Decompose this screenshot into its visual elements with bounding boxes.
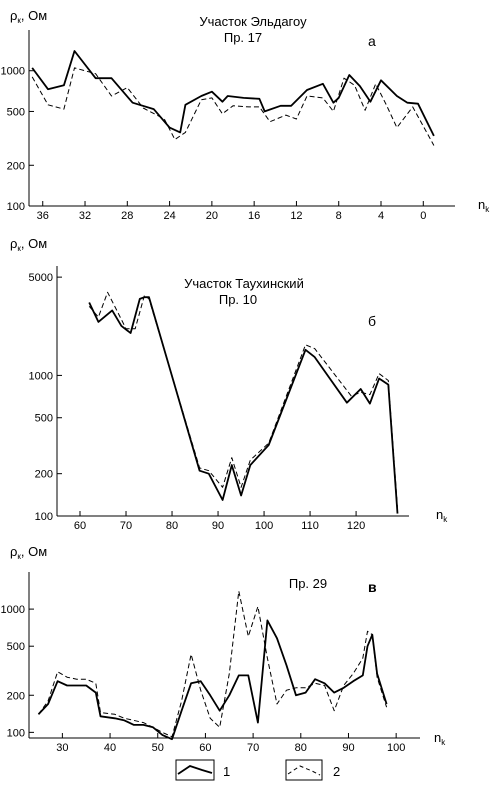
chart-b-x-tick-label: 60 [74,520,86,532]
chart-a: ρк, Ом Участок Эльдагоу Пр. 17 а nk 100 2… [1,8,491,222]
chart-b-title-line2: Пр. 10 [219,292,257,307]
chart-a-title-line2: Пр. 17 [224,30,262,45]
legend-item-1: 1 [175,759,230,781]
legend-swatch-1 [175,759,215,781]
chart-c-series-2-line [38,590,388,738]
chart-a-x-tick-label: 36 [37,210,49,222]
chart-c-x-tick-label: 100 [387,742,405,754]
chart-b-x-tick-label: 90 [212,520,224,532]
chart-b-x-tick-label: 100 [255,520,273,532]
chart-a-x-tick-label: 8 [336,210,342,222]
chart-c-ylabel: ρк, Ом [10,544,47,561]
chart-c-x-tick-label: 30 [56,742,68,754]
chart-c-y-tick-label: 500 [7,641,25,653]
chart-a-x-tick-label: 16 [248,210,260,222]
chart-a-ylabel: ρк, Ом [10,8,47,25]
chart-c-letter: в [368,579,377,595]
legend: 1 2 [175,759,340,781]
chart-a-x-tick-label: 12 [290,210,302,222]
chart-b: ρк, Ом Участок Таухинский Пр. 10 б nk 10… [10,236,448,532]
chart-c-y-tick-label: 100 [7,727,25,739]
chart-a-title-line1: Участок Эльдагоу [199,14,307,29]
chart-c-x-tick-label: 50 [152,742,164,754]
legend-line-2 [287,765,321,776]
chart-c-y-tick-label: 200 [7,690,25,702]
chart-c-title: Пр. 29 [289,576,327,591]
chart-b-y-tick-label: 1000 [29,370,53,382]
chart-b-xlabel: nk [436,507,448,524]
chart-c-xlabel: nk [434,730,446,747]
chart-c-series-1-line [37,619,388,741]
chart-a-xlabel: nk [478,197,490,214]
chart-a-y-tick-label: 500 [7,106,25,118]
chart-b-y-tick-label: 200 [35,469,53,481]
chart-c-x-tick-label: 70 [247,742,259,754]
chart-c-x-tick-label: 60 [199,742,211,754]
legend-label-2: 2 [333,764,340,779]
chart-c-x-tick-label: 90 [342,742,354,754]
chart-a-x-tick-label: 20 [206,210,218,222]
chart-a-series-2-line [31,67,435,146]
chart-a-letter: а [368,33,376,49]
chart-a-x-tick-label: 4 [378,210,384,222]
chart-c: ρк, Ом Пр. 29 в nk 100 200 500 1000 30 40 50 60… [1,544,447,754]
chart-a-x-tick-label: 24 [163,210,175,222]
legend-item-2: 2 [285,759,340,781]
chart-a-x-tick-label: 0 [420,210,426,222]
chart-c-x-tick-label: 80 [295,742,307,754]
chart-a-y-tick-label: 200 [7,160,25,172]
chart-b-series-1-line [88,296,399,514]
chart-b-y-tick-label: 5000 [29,272,53,284]
chart-b-x-tick-label: 80 [166,520,178,532]
legend-label-1: 1 [223,764,230,779]
chart-a-x-tick-label: 32 [79,210,91,222]
chart-b-series-2-line [88,291,398,509]
legend-swatch-2 [285,759,323,781]
chart-a-y-tick-label: 100 [7,201,25,213]
chart-b-title-line1: Участок Таухинский [184,276,304,291]
chart-b-y-tick-label: 500 [35,413,53,425]
chart-c-x-tick-label: 40 [104,742,116,754]
chart-a-series-1-line [31,50,435,137]
chart-b-x-tick-label: 110 [301,520,319,532]
chart-c-y-tick-label: 1000 [1,604,25,616]
chart-b-x-tick-label: 70 [120,520,132,532]
chart-a-x-tick-label: 28 [121,210,133,222]
chart-b-y-tick-label: 100 [35,511,53,523]
chart-b-x-tick-label: 120 [347,520,365,532]
chart-b-letter: б [368,313,376,329]
chart-b-ylabel: ρк, Ом [10,236,47,253]
chart-a-y-tick-label: 1000 [1,66,25,78]
legend-line-1 [177,765,213,775]
